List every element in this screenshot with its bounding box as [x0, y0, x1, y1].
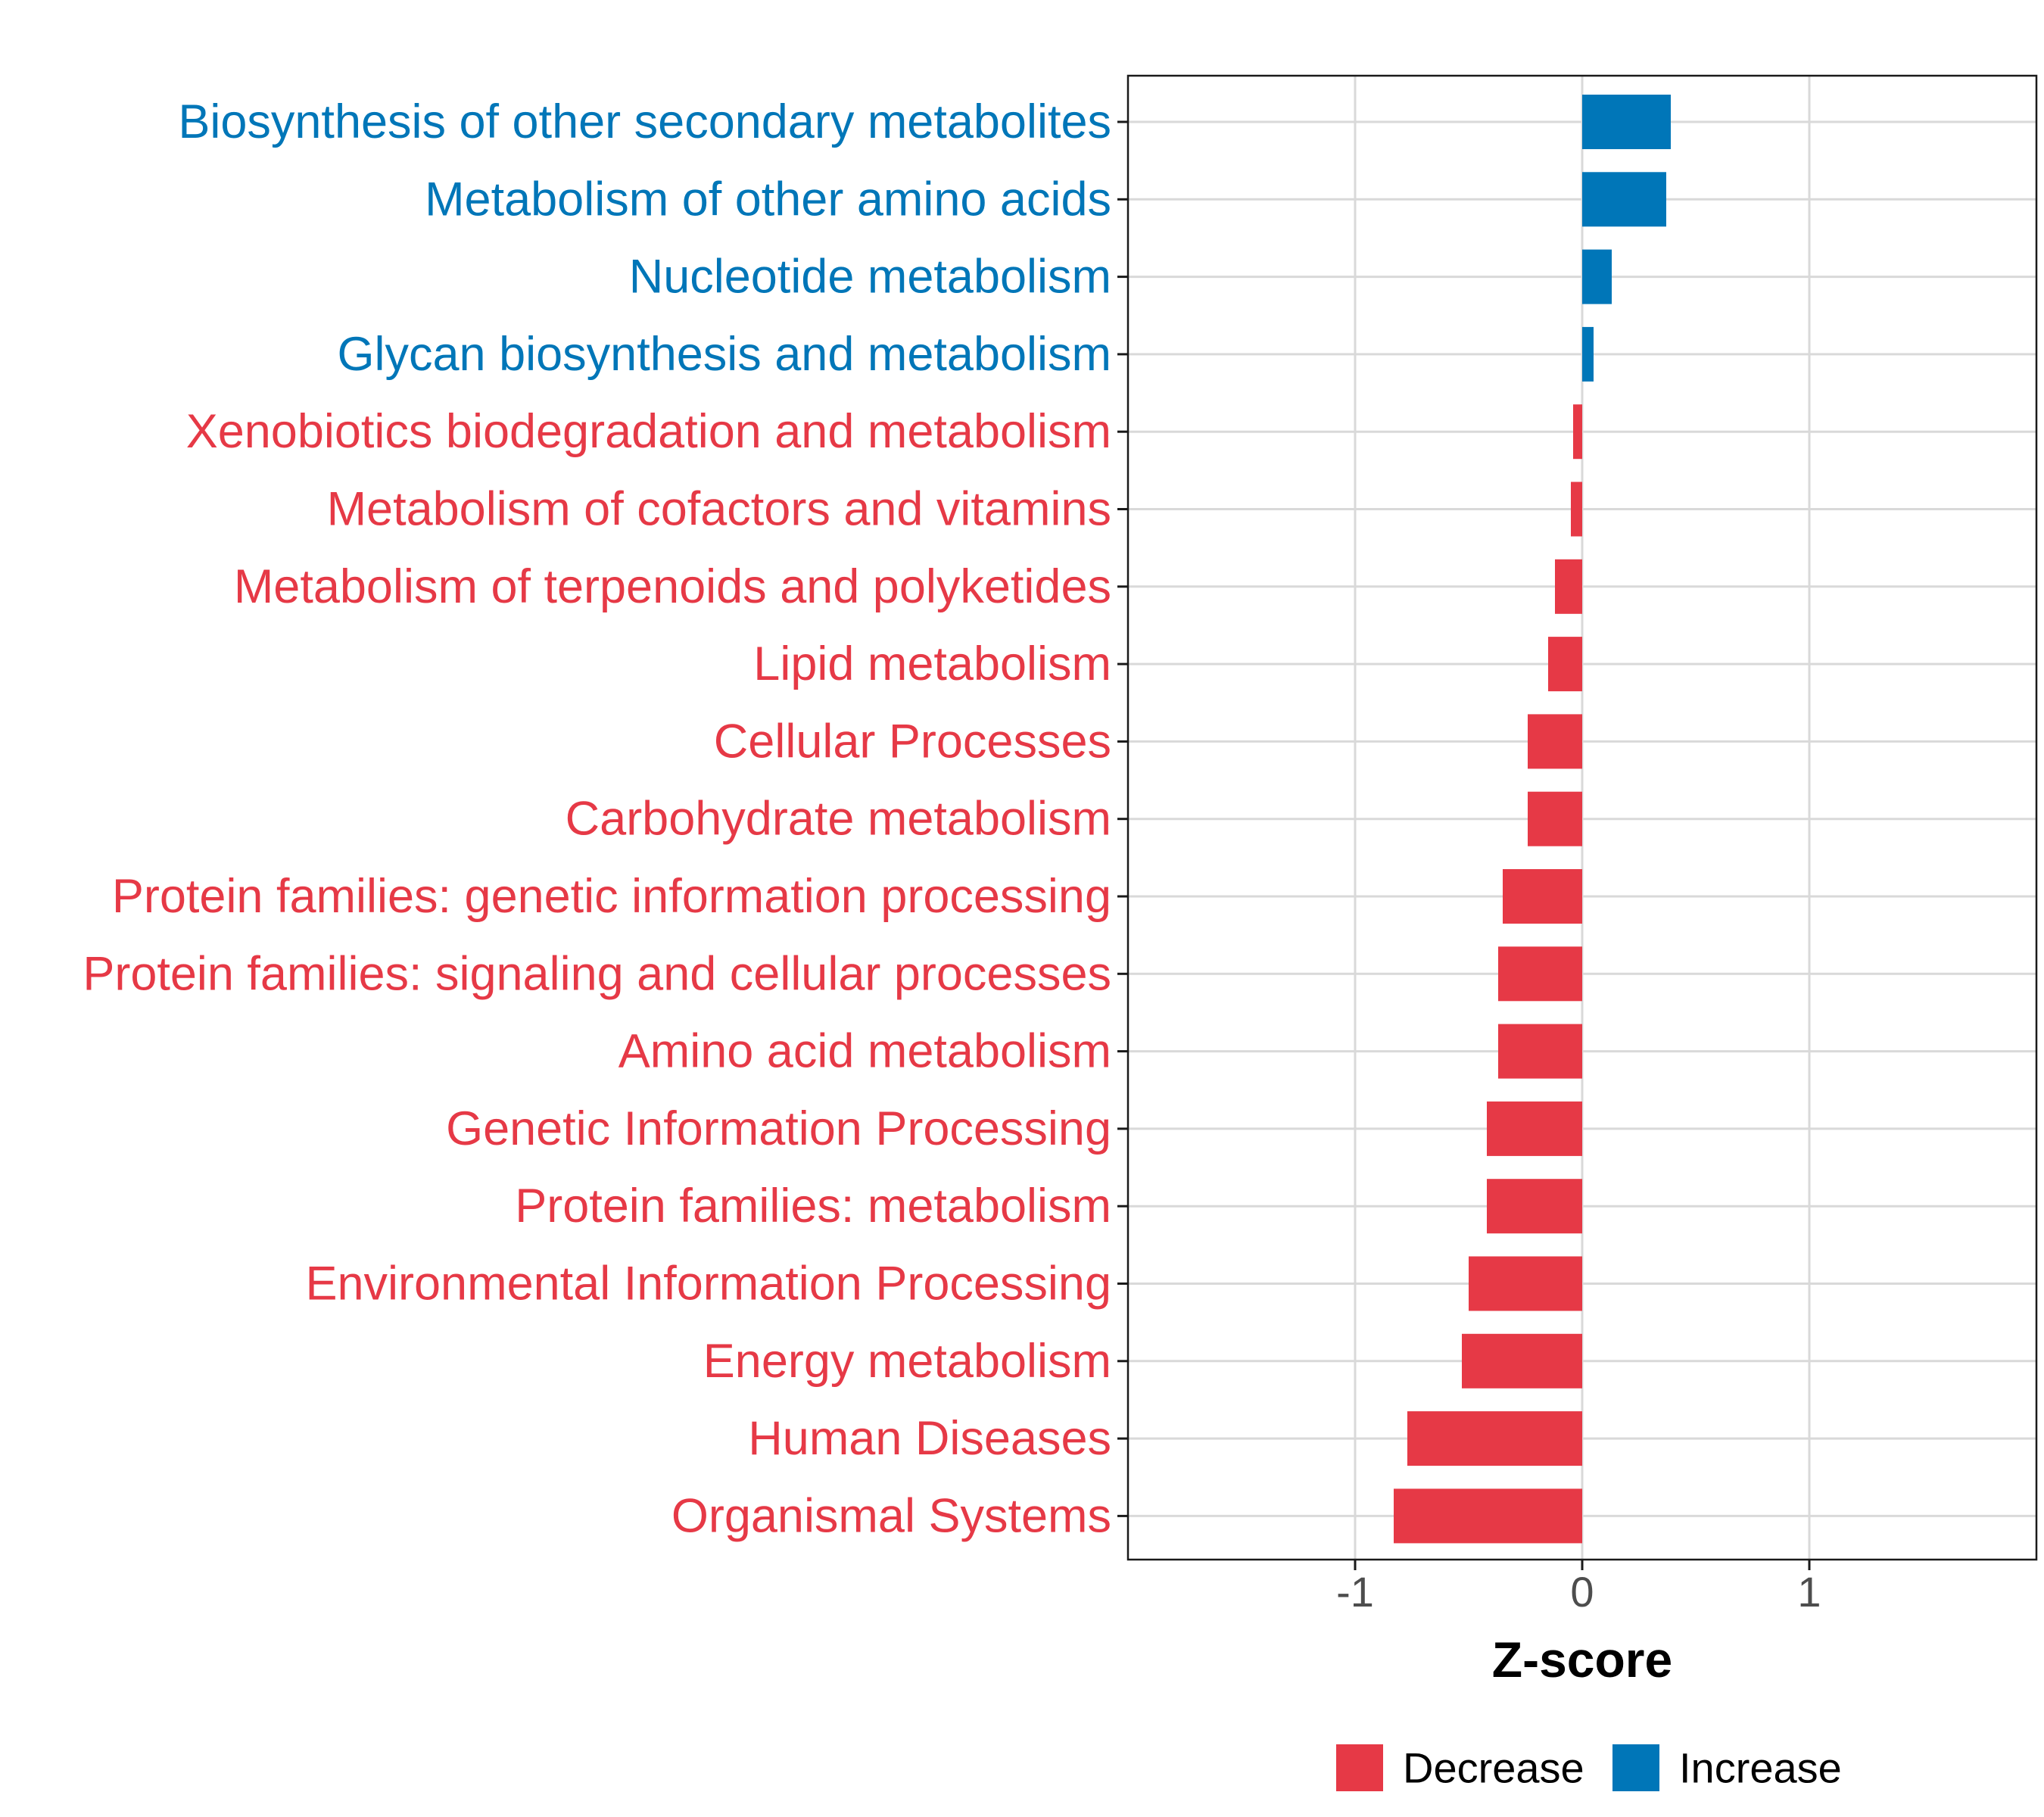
category-label-1: Biosynthesis of other secondary metaboli…	[178, 95, 1111, 148]
bar-10	[1528, 791, 1582, 846]
bar-18	[1407, 1411, 1582, 1466]
x-axis-ticks: -1 0 1	[1336, 1560, 1821, 1616]
category-label-15: Protein families: metabolism	[515, 1180, 1111, 1233]
bar-13	[1498, 1024, 1582, 1079]
category-label-2: Metabolism of other amino acids	[425, 173, 1111, 226]
x-tick-label-2: 1	[1797, 1568, 1821, 1616]
y-axis-ticks: Biosynthesis of other secondary metaboli…	[83, 95, 1128, 1542]
category-label-13: Amino acid metabolism	[618, 1025, 1111, 1078]
legend-label-decrease: Decrease	[1403, 1744, 1584, 1792]
category-label-8: Lipid metabolism	[753, 637, 1111, 690]
category-label-10: Carbohydrate metabolism	[566, 793, 1111, 846]
bar-17	[1462, 1333, 1582, 1388]
bar-6	[1571, 482, 1582, 537]
category-label-6: Metabolism of cofactors and vitamins	[327, 483, 1111, 536]
category-label-16: Environmental Information Processing	[305, 1258, 1111, 1311]
category-label-12: Protein families: signaling and cellular…	[83, 947, 1111, 1000]
category-label-17: Energy metabolism	[703, 1335, 1111, 1388]
category-label-3: Nucleotide metabolism	[629, 251, 1111, 304]
category-label-4: Glycan biosynthesis and metabolism	[338, 328, 1112, 381]
bar-2	[1582, 172, 1666, 227]
bar-5	[1573, 404, 1582, 460]
bar-12	[1498, 946, 1582, 1002]
category-label-7: Metabolism of terpenoids and polyketides	[234, 560, 1111, 613]
bar-8	[1548, 637, 1582, 692]
bar-7	[1555, 559, 1582, 614]
bar-19	[1394, 1488, 1582, 1544]
category-label-18: Human Diseases	[748, 1412, 1111, 1465]
x-tick-label-0: -1	[1336, 1568, 1374, 1616]
bar-9	[1528, 714, 1582, 769]
category-label-9: Cellular Processes	[714, 715, 1111, 768]
category-label-19: Organismal Systems	[671, 1489, 1111, 1542]
legend: Decrease Increase	[1336, 1744, 1842, 1792]
bars	[1394, 95, 1671, 1544]
legend-label-increase: Increase	[1679, 1744, 1842, 1792]
bar-1	[1582, 95, 1671, 149]
bar-4	[1582, 326, 1594, 382]
x-tick-label-1: 0	[1570, 1568, 1594, 1616]
bar-11	[1503, 869, 1582, 924]
legend-key-decrease	[1336, 1744, 1383, 1791]
bar-14	[1487, 1101, 1582, 1156]
legend-key-increase	[1612, 1744, 1659, 1791]
category-label-5: Xenobiotics biodegradation and metabolis…	[186, 405, 1111, 458]
bar-3	[1582, 249, 1612, 304]
category-label-11: Protein families: genetic information pr…	[112, 870, 1111, 923]
x-axis-title: Z-score	[1492, 1632, 1672, 1688]
category-label-14: Genetic Information Processing	[446, 1102, 1111, 1155]
bar-15	[1487, 1179, 1582, 1234]
bar-16	[1469, 1256, 1582, 1311]
